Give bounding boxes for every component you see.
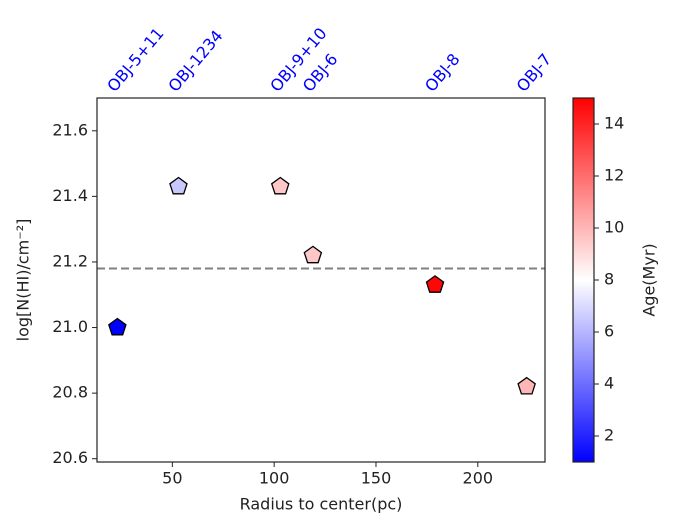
colorbar-tick-label: 14 <box>604 114 624 133</box>
point-label: OBJ-1234 <box>164 26 226 95</box>
colorbar-tick-label: 6 <box>604 322 614 341</box>
point <box>169 176 188 195</box>
y-tick-label: 20.6 <box>52 448 88 467</box>
colorbar-tick-label: 10 <box>604 218 624 237</box>
colorbar-label: Age(Myr) <box>640 243 659 316</box>
y-tick-label: 20.8 <box>52 383 88 402</box>
colorbar-tick-label: 4 <box>604 374 614 393</box>
x-axis-label: Radius to center(pc) <box>240 495 403 514</box>
x-tick-label: 200 <box>463 469 494 488</box>
colorbar-tick-label: 2 <box>604 426 614 445</box>
y-tick-label: 21.6 <box>52 120 88 139</box>
x-tick-label: 100 <box>259 469 290 488</box>
point <box>303 245 323 264</box>
point-label: OBJ-5+11 <box>103 24 167 96</box>
y-tick-label: 21.0 <box>52 317 88 336</box>
y-tick-label: 21.4 <box>52 186 88 205</box>
point <box>517 376 536 395</box>
colorbar-tick-label: 12 <box>604 166 624 185</box>
y-tick-label: 21.2 <box>52 251 88 270</box>
x-tick-label: 150 <box>361 469 392 488</box>
point-label: OBJ-7 <box>513 50 556 96</box>
x-tick-label: 50 <box>162 469 182 488</box>
plot-frame <box>96 97 546 463</box>
colorbar <box>572 97 595 463</box>
point <box>425 275 445 293</box>
point <box>108 317 127 336</box>
colorbar-tick-label: 8 <box>604 270 614 289</box>
y-axis-label: log[N(HI)/cm⁻²] <box>14 219 33 342</box>
point-label: OBJ-8 <box>421 50 464 96</box>
point <box>270 176 290 195</box>
